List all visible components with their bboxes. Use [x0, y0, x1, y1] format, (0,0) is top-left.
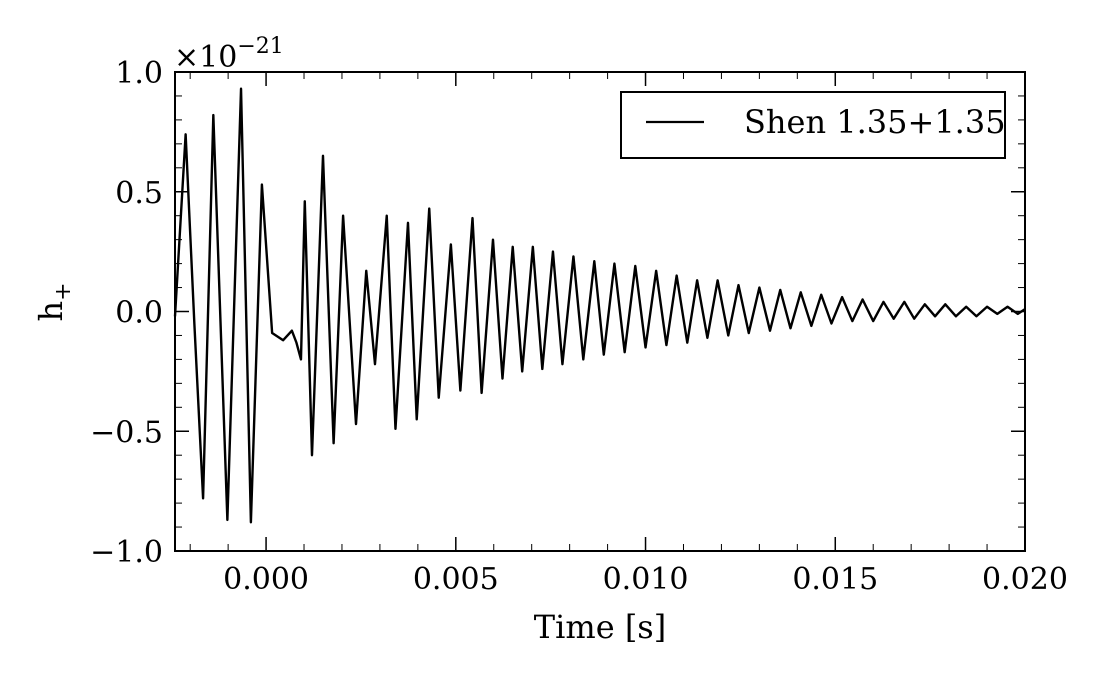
- y-tick-label: 1.0: [115, 56, 163, 91]
- y-axis-label-main: h: [32, 301, 70, 322]
- y-tick-label: −0.5: [90, 415, 163, 450]
- y-offset-label: ×10−21: [174, 34, 284, 75]
- y-tick-label: −1.0: [90, 535, 163, 570]
- series-line-0: [173, 87, 1026, 524]
- y-axis-label-subscript: +: [51, 282, 76, 300]
- legend: Shen 1.35+1.35: [620, 91, 1006, 159]
- legend-entry-label: Shen 1.35+1.35: [744, 103, 1006, 141]
- legend-box: [620, 91, 1006, 159]
- y-offset-base: ×10: [174, 40, 237, 75]
- x-tick-label: 0.000: [223, 562, 309, 597]
- y-tick-label: 0.0: [115, 296, 163, 331]
- axes: 0.000 0.005 0.010 0.015 0.020 −1.0 −0.5 0.0 0.5 1…: [90, 56, 1068, 597]
- labels: Time [s] h+ ×10−21: [32, 34, 666, 646]
- y-axis-label: h+: [32, 282, 76, 321]
- x-tick-label: 0.015: [792, 562, 878, 597]
- x-axis-label: Time [s]: [534, 608, 666, 646]
- y-offset-exponent: −21: [237, 34, 283, 59]
- x-tick-label: 0.005: [413, 562, 499, 597]
- plot-area: [173, 87, 1026, 524]
- x-tick-label: 0.020: [982, 562, 1068, 597]
- x-tick-label: 0.010: [603, 562, 689, 597]
- y-tick-label: 0.5: [115, 176, 163, 211]
